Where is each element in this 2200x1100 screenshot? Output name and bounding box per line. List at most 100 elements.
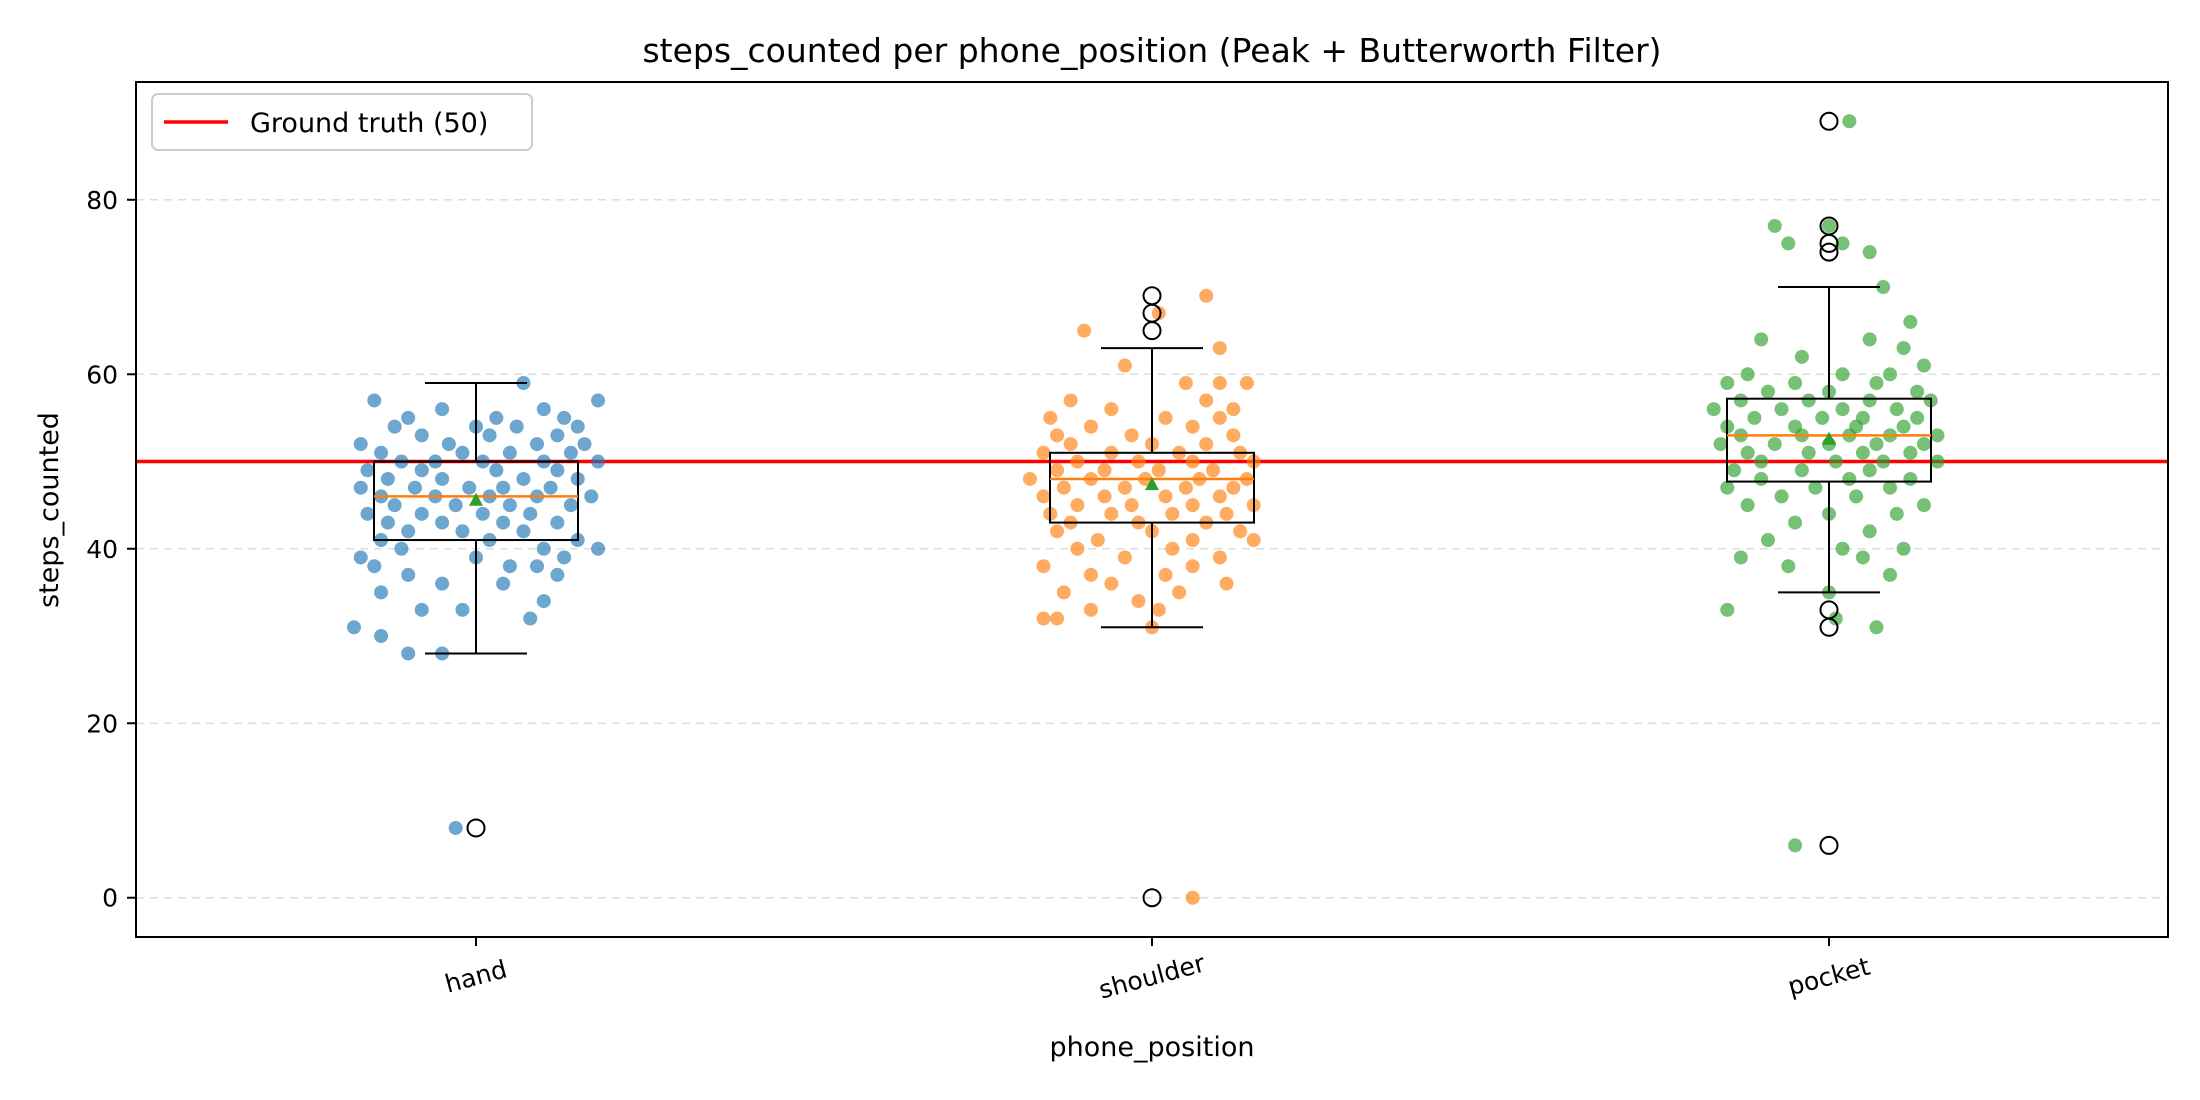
data-point-shoulder bbox=[1070, 541, 1085, 556]
data-point-hand bbox=[563, 498, 578, 513]
data-point-hand bbox=[435, 576, 450, 591]
legend-ground-truth-label: Ground truth (50) bbox=[250, 108, 488, 139]
data-point-shoulder bbox=[1070, 498, 1085, 513]
data-point-hand bbox=[550, 515, 565, 530]
data-point-pocket bbox=[1876, 454, 1891, 469]
data-point-shoulder bbox=[1226, 428, 1241, 443]
data-point-hand bbox=[496, 480, 511, 495]
data-point-hand bbox=[502, 498, 517, 513]
data-point-shoulder bbox=[1090, 533, 1105, 548]
data-point-hand bbox=[523, 611, 538, 626]
data-point-pocket bbox=[1706, 402, 1721, 417]
data-point-pocket bbox=[1876, 280, 1891, 295]
data-point-pocket bbox=[1781, 236, 1796, 251]
iqr-box bbox=[1049, 451, 1255, 524]
data-point-shoulder bbox=[1246, 533, 1261, 548]
data-point-shoulder bbox=[1097, 463, 1112, 478]
data-point-shoulder bbox=[1212, 410, 1227, 425]
data-point-pocket bbox=[1727, 463, 1742, 478]
data-point-pocket bbox=[1896, 341, 1911, 356]
data-point-hand bbox=[550, 567, 565, 582]
data-point-pocket bbox=[1855, 550, 1870, 565]
data-point-pocket bbox=[1740, 498, 1755, 513]
data-point-hand bbox=[516, 471, 531, 486]
data-point-hand bbox=[435, 515, 450, 530]
chart-title: steps_counted per phone_position (Peak +… bbox=[642, 31, 1661, 70]
data-point-shoulder bbox=[1206, 463, 1221, 478]
data-point-shoulder bbox=[1158, 567, 1173, 582]
data-point-hand bbox=[367, 393, 382, 408]
y-tick-label: 20 bbox=[86, 709, 118, 738]
data-point-pocket bbox=[1849, 489, 1864, 504]
data-point-hand bbox=[482, 428, 497, 443]
data-point-hand bbox=[360, 463, 375, 478]
data-point-hand bbox=[414, 428, 429, 443]
data-point-hand bbox=[502, 559, 517, 574]
data-point-pocket bbox=[1754, 454, 1769, 469]
data-point-hand bbox=[577, 437, 592, 452]
box-shoulder bbox=[1049, 286, 1255, 908]
data-point-pocket bbox=[1720, 480, 1735, 495]
data-point-shoulder bbox=[1050, 611, 1065, 626]
data-point-shoulder bbox=[1239, 375, 1254, 390]
data-point-pocket bbox=[1733, 393, 1748, 408]
data-point-shoulder bbox=[1151, 602, 1166, 617]
data-point-hand bbox=[489, 410, 504, 425]
data-point-shoulder bbox=[1117, 550, 1132, 565]
data-point-shoulder bbox=[1077, 323, 1092, 338]
data-point-hand bbox=[591, 393, 606, 408]
data-point-hand bbox=[502, 445, 517, 460]
data-point-shoulder bbox=[1050, 524, 1065, 539]
data-point-shoulder bbox=[1083, 419, 1098, 434]
data-point-shoulder bbox=[1036, 489, 1051, 504]
data-point-hand bbox=[353, 550, 368, 565]
data-point-pocket bbox=[1889, 402, 1904, 417]
data-point-shoulder bbox=[1212, 341, 1227, 356]
data-point-shoulder bbox=[1104, 402, 1119, 417]
data-point-pocket bbox=[1754, 471, 1769, 486]
data-point-pocket bbox=[1883, 567, 1898, 582]
data-point-hand bbox=[414, 463, 429, 478]
data-point-hand bbox=[509, 419, 524, 434]
data-point-hand bbox=[462, 480, 477, 495]
data-point-pocket bbox=[1774, 402, 1789, 417]
data-point-pocket bbox=[1842, 471, 1857, 486]
outlier-marker bbox=[1142, 286, 1162, 306]
data-point-hand bbox=[523, 506, 538, 521]
data-point-pocket bbox=[1713, 437, 1728, 452]
data-point-hand bbox=[353, 437, 368, 452]
y-tick-label: 80 bbox=[86, 186, 118, 215]
data-point-pocket bbox=[1883, 480, 1898, 495]
data-point-pocket bbox=[1910, 410, 1925, 425]
data-point-pocket bbox=[1835, 367, 1850, 382]
data-point-pocket bbox=[1930, 428, 1945, 443]
data-point-shoulder bbox=[1036, 445, 1051, 460]
data-point-shoulder bbox=[1199, 437, 1214, 452]
data-point-pocket bbox=[1855, 445, 1870, 460]
data-point-shoulder bbox=[1158, 410, 1173, 425]
y-tick-label: 60 bbox=[86, 360, 118, 389]
data-point-shoulder bbox=[1050, 428, 1065, 443]
data-point-pocket bbox=[1916, 437, 1931, 452]
mean-marker bbox=[1822, 431, 1836, 445]
data-point-pocket bbox=[1862, 524, 1877, 539]
data-point-pocket bbox=[1801, 445, 1816, 460]
data-point-shoulder bbox=[1226, 480, 1241, 495]
data-point-pocket bbox=[1896, 541, 1911, 556]
data-point-shoulder bbox=[1131, 594, 1146, 609]
data-point-shoulder bbox=[1233, 524, 1248, 539]
data-point-pocket bbox=[1869, 437, 1884, 452]
data-point-shoulder bbox=[1165, 541, 1180, 556]
boxes bbox=[373, 111, 1932, 908]
x-axis-label: phone_position bbox=[1050, 1032, 1255, 1063]
data-point-pocket bbox=[1835, 402, 1850, 417]
data-point-shoulder bbox=[1104, 576, 1119, 591]
data-point-shoulder bbox=[1056, 480, 1071, 495]
outlier-marker bbox=[1819, 600, 1839, 620]
data-point-hand bbox=[387, 498, 402, 513]
data-point-pocket bbox=[1828, 611, 1843, 626]
data-point-hand bbox=[543, 480, 558, 495]
data-point-shoulder bbox=[1131, 454, 1146, 469]
data-point-hand bbox=[591, 541, 606, 556]
data-point-shoulder bbox=[1212, 375, 1227, 390]
